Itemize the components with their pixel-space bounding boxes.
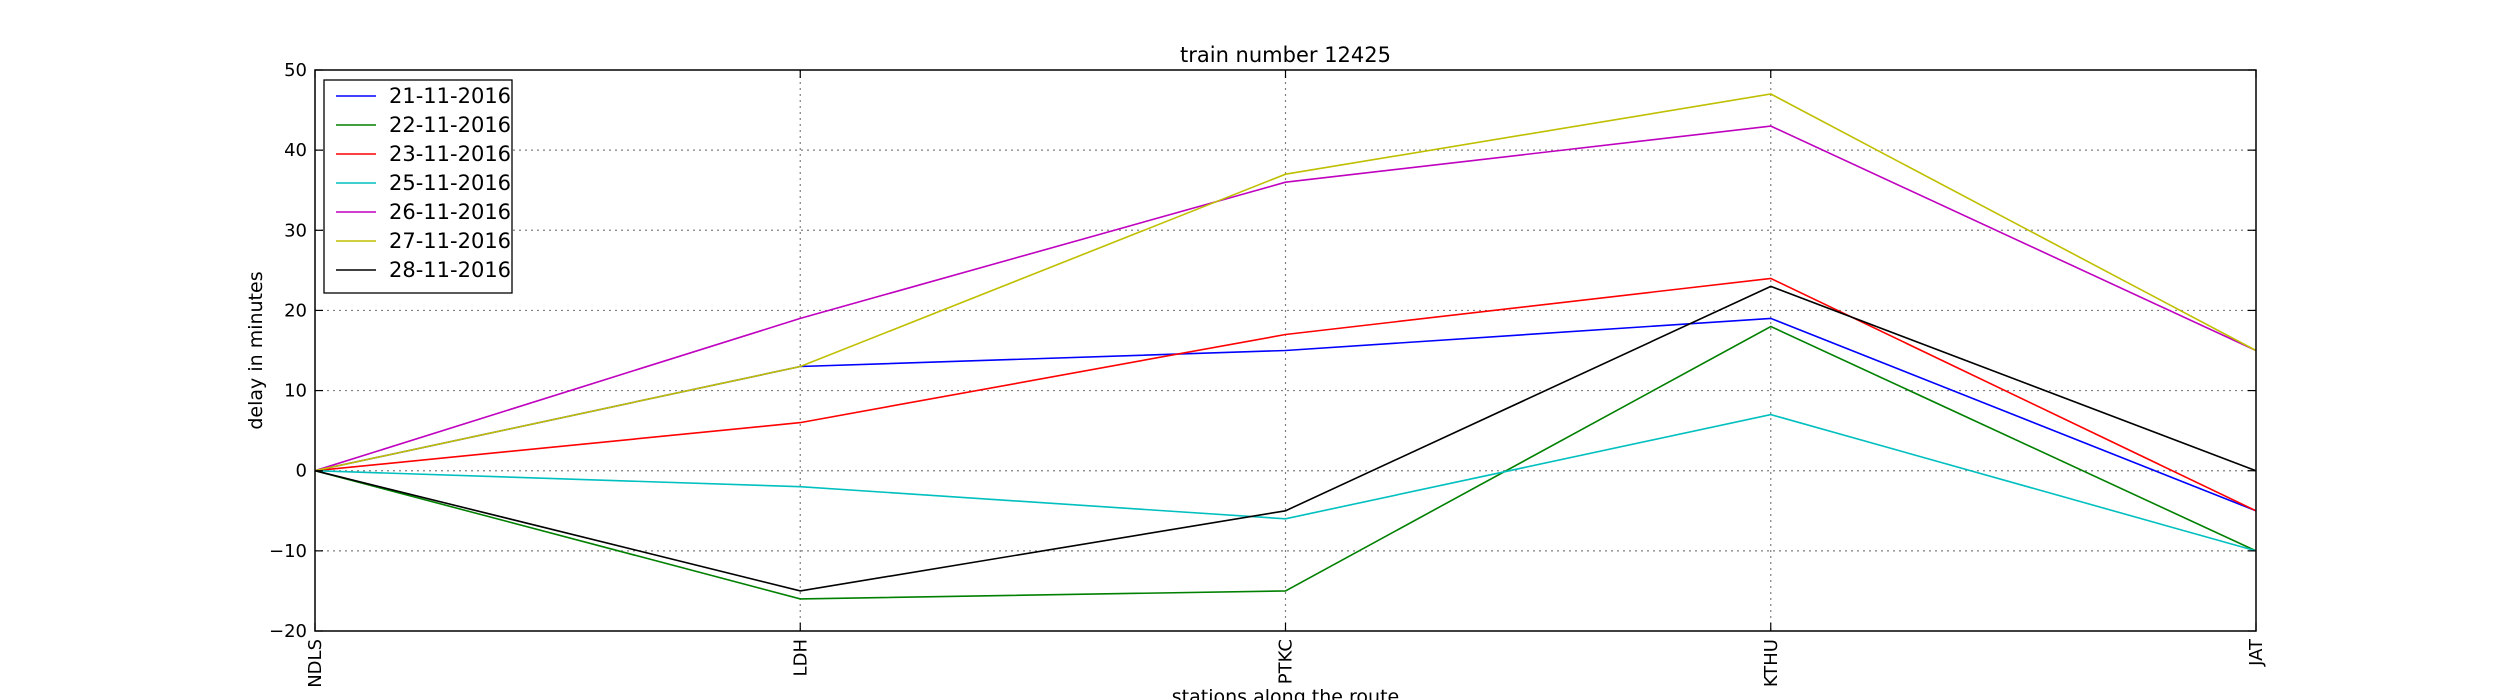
x-tick-label: KTHU (1761, 639, 1782, 687)
y-tick-label: 20 (284, 300, 307, 321)
series-line-23-11-2016 (314, 277, 2257, 512)
series-line-27-11-2016 (314, 93, 2257, 472)
y-tick-label: 40 (284, 140, 307, 161)
legend: 21-11-2016 22-11-2016 23-11-2016 25-11-2016… (323, 79, 513, 294)
legend-label: 23-11-2016 (389, 142, 511, 166)
legend-label: 22-11-2016 (389, 113, 511, 137)
x-tick-label: JAT (2246, 638, 2267, 667)
legend-label: 27-11-2016 (389, 229, 511, 253)
legend-label: 26-11-2016 (389, 200, 511, 224)
tick-layer: −20 −10 0 10 20 30 40 50 NDLS LDH PTKC KTHU JAT (269, 60, 2267, 688)
legend-label: 28-11-2016 (389, 258, 511, 282)
legend-label: 21-11-2016 (389, 84, 511, 108)
x-tick-label: PTKC (1276, 639, 1297, 684)
x-tick-label: LDH (790, 639, 811, 676)
y-axis-label: delay in minutes (245, 271, 267, 429)
x-axis-label: stations along the route (1172, 686, 1399, 700)
y-tick-label: 50 (284, 60, 307, 81)
y-tick-label: 0 (296, 461, 307, 482)
series-line-26-11-2016 (314, 125, 2257, 472)
series-line-22-11-2016 (314, 325, 2257, 600)
y-tick-label: 30 (284, 220, 307, 241)
legend-label: 25-11-2016 (389, 171, 511, 195)
x-tick-label: NDLS (305, 639, 326, 688)
y-tick-label: −20 (269, 621, 307, 642)
legend-frame (323, 79, 513, 294)
series-layer (314, 93, 2257, 600)
chart-title: train number 12425 (1180, 43, 1391, 67)
series-line-28-11-2016 (314, 285, 2257, 592)
y-tick-label: 10 (284, 381, 307, 402)
series-line-25-11-2016 (314, 413, 2257, 552)
y-tick-label: −10 (269, 541, 307, 562)
